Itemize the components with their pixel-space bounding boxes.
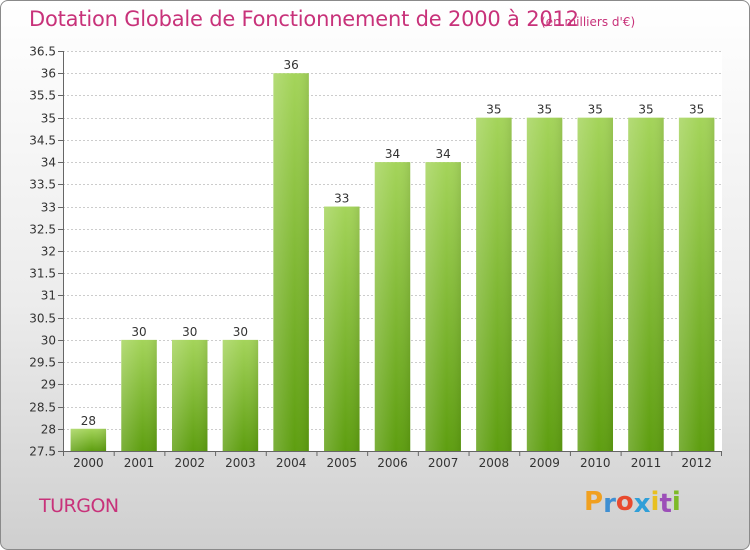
brand-letter: r — [603, 489, 616, 519]
data-label: 34 — [385, 147, 400, 161]
x-tick-label: 2003 — [225, 456, 256, 470]
data-label: 30 — [182, 325, 197, 339]
y-tick-label: 30 — [41, 334, 56, 348]
y-tick-label: 28.5 — [29, 401, 56, 415]
y-tick-label: 33.5 — [29, 178, 56, 192]
brand-letter: t — [659, 489, 672, 519]
x-tick-label: 2006 — [377, 456, 408, 470]
y-tick-label: 36.5 — [29, 45, 56, 59]
y-tick-label: 34 — [41, 156, 56, 170]
brand-letter: x — [633, 489, 651, 519]
data-label: 36 — [283, 58, 298, 72]
y-tick-label: 31 — [41, 289, 56, 303]
chart-unit: (en milliers d'€) — [541, 15, 636, 29]
bar-highlight — [374, 162, 411, 451]
y-tick-label: 30.5 — [29, 312, 56, 326]
x-tick-label: 2009 — [529, 456, 560, 470]
data-label: 35 — [638, 103, 653, 117]
chart-title-text: Dotation Globale de Fonctionnement de 20… — [29, 7, 579, 31]
x-tick-label: 2012 — [681, 456, 712, 470]
commune-name: TURGON — [39, 495, 119, 517]
y-tick-label: 33 — [41, 201, 56, 215]
bar-highlight — [628, 117, 664, 452]
chart-title: Dotation Globale de Fonctionnement de 20… — [29, 7, 579, 31]
y-tick-label: 34.5 — [29, 134, 56, 148]
y-tick-label: 35.5 — [29, 89, 56, 103]
y-tick-label: 27.5 — [29, 445, 56, 459]
x-tick-label: 2010 — [580, 456, 611, 470]
x-tick-label: 2000 — [73, 456, 104, 470]
bar-highlight — [476, 117, 512, 452]
bars: 28 30 30 30 36 33 34 34 35 35 35 35 35 — [70, 58, 715, 452]
y-tick-label: 28 — [41, 423, 56, 437]
y-axis: 27.5 28 28.5 29 29.5 30 30.5 31 31.5 32 32.5 33 33.5… — [29, 45, 64, 459]
brand-logo: Proxiti — [584, 487, 681, 519]
x-tick-label: 2005 — [327, 456, 358, 470]
bar-highlight — [70, 428, 107, 451]
x-tick-label: 2002 — [174, 456, 205, 470]
brand-letter: P — [584, 487, 604, 517]
y-tick-label: 35 — [41, 112, 56, 126]
data-label: 30 — [233, 325, 248, 339]
bar-highlight — [171, 339, 208, 451]
y-tick-label: 29 — [41, 378, 56, 392]
bar-highlight — [324, 206, 360, 451]
data-label: 35 — [588, 103, 603, 117]
y-tick-label: 36 — [41, 67, 56, 81]
bar-highlight — [577, 117, 614, 452]
brand-letter: i — [650, 487, 660, 517]
y-tick-label: 31.5 — [29, 267, 56, 281]
data-label: 28 — [81, 414, 96, 428]
x-tick-label: 2001 — [124, 456, 155, 470]
y-tick-label: 32.5 — [29, 223, 56, 237]
data-label: 35 — [486, 103, 501, 117]
bar-highlight — [222, 339, 259, 451]
data-label: 33 — [334, 192, 349, 206]
bar-highlight — [121, 339, 157, 451]
brand-letter: o — [615, 487, 634, 517]
x-axis: 2000 2001 2002 2003 2004 2005 2006 2007 2008 2009… — [63, 451, 722, 470]
bar-highlight — [425, 162, 461, 451]
bar-highlight — [273, 73, 309, 451]
x-tick-label: 2007 — [428, 456, 459, 470]
bar-highlight — [678, 117, 715, 452]
y-tick-label: 29.5 — [29, 356, 56, 370]
x-tick-label: 2011 — [631, 456, 662, 470]
x-tick-label: 2004 — [276, 456, 307, 470]
y-tick-label: 32 — [41, 245, 56, 259]
bar-highlight — [526, 117, 563, 452]
data-label: 35 — [537, 103, 552, 117]
brand-letter: i — [671, 487, 681, 517]
data-label: 35 — [689, 103, 704, 117]
data-label: 30 — [131, 325, 146, 339]
data-label: 34 — [436, 147, 451, 161]
x-tick-label: 2008 — [479, 456, 510, 470]
